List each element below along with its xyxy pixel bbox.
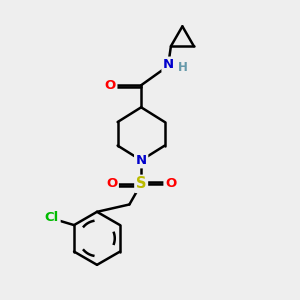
Text: O: O	[165, 177, 176, 190]
Text: H: H	[178, 61, 187, 74]
Text: S: S	[136, 176, 146, 191]
Text: N: N	[163, 58, 174, 71]
Text: O: O	[106, 177, 117, 190]
Text: O: O	[105, 79, 116, 92]
Text: N: N	[136, 154, 147, 167]
Text: Cl: Cl	[45, 211, 59, 224]
